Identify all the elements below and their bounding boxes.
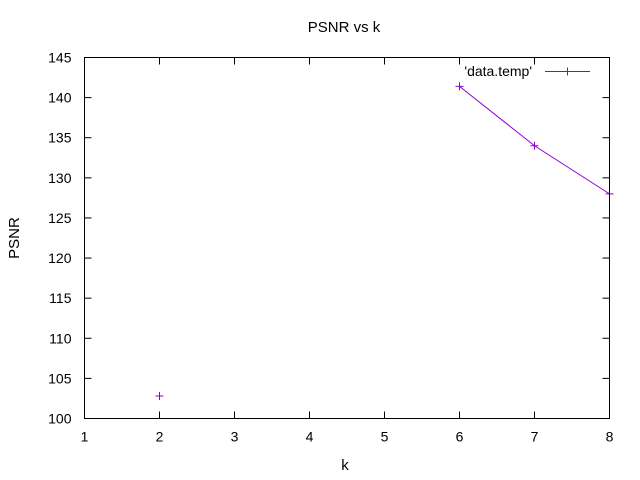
y-axis-label: PSNR — [6, 217, 23, 259]
series-layer — [155, 82, 614, 401]
x-tick-label: 3 — [231, 429, 239, 445]
x-tick-label: 1 — [81, 429, 89, 445]
x-tick-label: 7 — [531, 429, 539, 445]
y-tick-label: 130 — [48, 170, 72, 186]
data-point — [530, 141, 539, 150]
x-tick-label: 6 — [456, 429, 464, 445]
y-tick-label: 115 — [49, 290, 72, 306]
y-tick-label: 110 — [49, 330, 72, 346]
x-tick-label: 4 — [306, 429, 314, 445]
y-tick-label: 105 — [48, 370, 72, 386]
data-point — [155, 392, 164, 401]
y-tick-label: 135 — [48, 130, 72, 146]
y-tick-label: 140 — [48, 90, 72, 106]
legend: 'data.temp' — [464, 63, 590, 79]
legend-marker — [563, 67, 572, 76]
y-tick-label: 100 — [48, 411, 72, 427]
series-line — [459, 85, 610, 195]
data-point — [455, 82, 464, 91]
plot-frame — [84, 57, 610, 419]
legend-label: 'data.temp' — [464, 63, 532, 79]
axis-ticks: 1 2 3 4 5 6 7 8 100 105 110 115 120 125 130 135 140 145 — [48, 50, 613, 445]
y-tick-label: 120 — [48, 250, 72, 266]
chart-title: PSNR vs k — [308, 19, 381, 36]
y-tick-label: 145 — [48, 50, 72, 66]
x-tick-label: 8 — [606, 429, 614, 445]
y-tick-label: 125 — [48, 210, 72, 226]
x-axis-label: k — [341, 457, 349, 474]
x-tick-label: 2 — [156, 429, 164, 445]
x-tick-label: 5 — [381, 429, 389, 445]
